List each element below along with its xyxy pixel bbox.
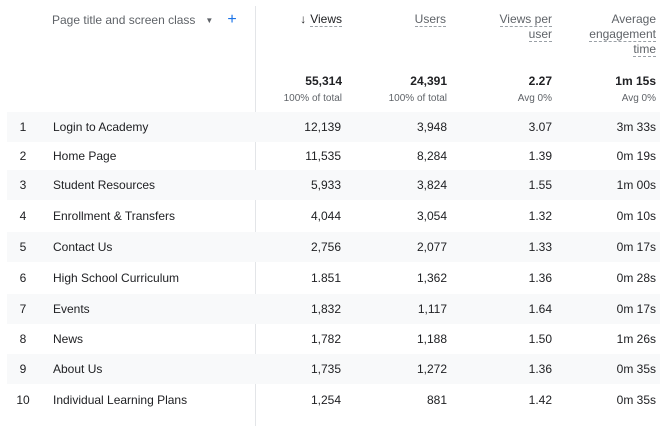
avg-engagement-label-line1: Average (611, 12, 656, 26)
table-row[interactable]: 7 Events 1,832 1,117 1.64 0m 17s (7, 294, 660, 324)
avg-time-total-sub: Avg 0% (621, 93, 656, 104)
views-per-user-cell: 1.50 (528, 332, 552, 346)
views-per-user-total-value: 2.27 (528, 74, 552, 88)
row-index: 7 (19, 302, 27, 316)
column-divider (255, 6, 256, 426)
arrow-down-icon: ↓ (300, 12, 307, 26)
table-row[interactable]: 6 High School Curriculum 1.851 1,362 1.3… (7, 262, 660, 294)
users-cell: 1,272 (416, 362, 447, 376)
row-index: 3 (19, 178, 27, 192)
page-title-cell[interactable]: Individual Learning Plans (53, 393, 188, 407)
triangle-down-icon[interactable]: ▼ (205, 15, 214, 25)
row-index: 5 (19, 240, 27, 254)
users-cell: 3,824 (416, 178, 447, 192)
views-cell: 1.851 (310, 271, 341, 285)
page-title-cell[interactable]: Contact Us (53, 240, 113, 254)
views-per-user-cell: 1.36 (528, 271, 552, 285)
views-cell: 1,782 (310, 332, 341, 346)
views-cell: 5,933 (310, 178, 341, 192)
row-index: 6 (19, 271, 27, 285)
page-title-cell[interactable]: Student Resources (53, 178, 156, 192)
table-row[interactable]: 2 Home Page 11,535 8,284 1.39 0m 19s (7, 142, 660, 170)
users-cell: 2,077 (416, 240, 447, 254)
avg-time-cell: 0m 35s (616, 362, 656, 376)
avg-time-cell: 0m 35s (616, 393, 656, 407)
views-per-user-cell: 1.36 (528, 362, 552, 376)
views-cell: 1,832 (310, 302, 341, 316)
views-header-label: Views (310, 12, 342, 27)
views-cell: 1,735 (310, 362, 341, 376)
views-per-user-total: 2.27 Avg 0% (470, 74, 552, 104)
views-per-user-cell: 1.64 (528, 302, 552, 316)
views-cell: 2,756 (310, 240, 341, 254)
views-per-user-cell: 3.07 (528, 120, 552, 134)
views-total: 55,314 100% of total (260, 74, 342, 104)
page-title-cell[interactable]: Login to Academy (53, 120, 149, 134)
avg-time-cell: 0m 19s (616, 149, 656, 163)
table-row[interactable]: 4 Enrollment & Transfers 4,044 3,054 1.3… (7, 200, 660, 232)
table-row[interactable]: 5 Contact Us 2,756 2,077 1.33 0m 17s (7, 232, 660, 262)
views-per-user-cell: 1.42 (528, 393, 552, 407)
table-row[interactable]: 9 About Us 1,735 1,272 1.36 0m 35s (7, 354, 660, 384)
views-total-sub: 100% of total (283, 93, 342, 104)
views-cell: 11,535 (305, 149, 341, 163)
page-title-cell[interactable]: Home Page (53, 149, 117, 163)
users-cell: 3,054 (416, 209, 447, 223)
views-per-user-cell: 1.33 (528, 240, 552, 254)
dimension-selector[interactable]: Page title and screen class ▼ + (52, 11, 237, 28)
users-cell: 881 (426, 393, 447, 407)
users-total: 24,391 100% of total (366, 74, 447, 104)
avg-time-cell: 0m 17s (616, 240, 656, 254)
views-total-value: 55,314 (305, 74, 342, 88)
avg-time-cell: 0m 10s (616, 209, 656, 223)
avg-engagement-column-header[interactable]: Average engagement time (570, 12, 656, 57)
users-cell: 1,117 (417, 302, 447, 316)
users-cell: 1,362 (416, 271, 447, 285)
users-column-header[interactable]: Users (370, 12, 446, 27)
views-per-user-column-header[interactable]: Views per user (470, 12, 552, 42)
views-cell: 12,139 (304, 120, 341, 134)
row-index: 1 (19, 120, 27, 134)
row-index: 10 (16, 393, 30, 407)
row-index: 2 (19, 149, 27, 163)
views-column-header[interactable]: ↓ Views (270, 12, 342, 27)
views-per-user-cell: 1.32 (528, 209, 552, 223)
page-title-cell[interactable]: High School Curriculum (53, 271, 180, 285)
avg-time-cell: 1m 26s (616, 332, 656, 346)
table-row[interactable]: 1 Login to Academy 12,139 3,948 3.07 3m … (7, 112, 660, 142)
views-cell: 4,044 (310, 209, 341, 223)
page-title-cell[interactable]: News (53, 332, 84, 346)
avg-time-total-value: 1m 15s (615, 74, 656, 88)
page-title-cell[interactable]: Enrollment & Transfers (53, 209, 176, 223)
users-total-value: 24,391 (410, 74, 447, 88)
views-per-user-label-line2: user (528, 27, 552, 42)
avg-engagement-label-line2: engagement (589, 27, 656, 42)
users-total-sub: 100% of total (388, 93, 447, 104)
views-per-user-total-sub: Avg 0% (517, 93, 552, 104)
views-per-user-label-line1: Views per (499, 12, 552, 27)
table-row[interactable]: 3 Student Resources 5,933 3,824 1.55 1m … (7, 170, 660, 200)
table-row[interactable]: 8 News 1,782 1,188 1.50 1m 26s (7, 324, 660, 354)
users-cell: 8,284 (416, 149, 447, 163)
plus-icon[interactable]: + (227, 11, 237, 28)
views-cell: 1,254 (310, 393, 341, 407)
views-per-user-cell: 1.39 (528, 149, 552, 163)
dimension-label: Page title and screen class (52, 13, 196, 27)
avg-time-cell: 1m 00s (616, 178, 656, 192)
avg-time-total: 1m 15s Avg 0% (570, 74, 656, 104)
views-per-user-cell: 1.55 (528, 178, 552, 192)
users-cell: 3,948 (416, 120, 447, 134)
avg-engagement-label-line3: time (633, 42, 656, 57)
avg-time-cell: 0m 17s (616, 302, 656, 316)
avg-time-cell: 3m 33s (616, 120, 656, 134)
users-header-label: Users (414, 12, 446, 27)
row-index: 9 (19, 362, 27, 376)
page-title-cell[interactable]: Events (53, 302, 90, 316)
page-title-cell[interactable]: About Us (53, 362, 103, 376)
avg-time-cell: 0m 28s (616, 271, 656, 285)
row-index: 4 (19, 209, 27, 223)
users-cell: 1,188 (416, 332, 447, 346)
table-row[interactable]: 10 Individual Learning Plans 1,254 881 1… (7, 384, 660, 416)
row-index: 8 (19, 332, 27, 346)
